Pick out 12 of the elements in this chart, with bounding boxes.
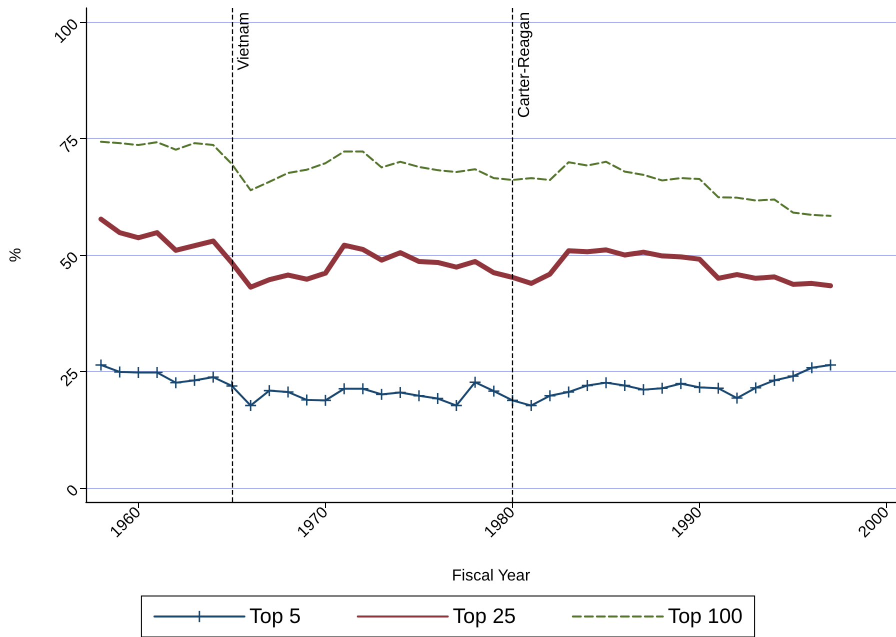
y-tick-label: 50 [57, 248, 82, 274]
ref-line-label: Vietnam [235, 12, 252, 70]
y-tick-label: 25 [57, 365, 82, 390]
y-tick-label: 75 [57, 132, 82, 158]
legend-label: Top 25 [452, 605, 516, 628]
ref-line-label: Carter-Reagan [516, 12, 534, 118]
y-tick-label: 100 [51, 16, 82, 47]
x-axis-title: Fiscal Year [452, 568, 531, 584]
y-tick-label: 0 [64, 482, 82, 500]
legend-label: Top 100 [668, 605, 743, 628]
y-axis-title: % [8, 248, 24, 262]
legend-label: Top 5 [249, 605, 301, 628]
